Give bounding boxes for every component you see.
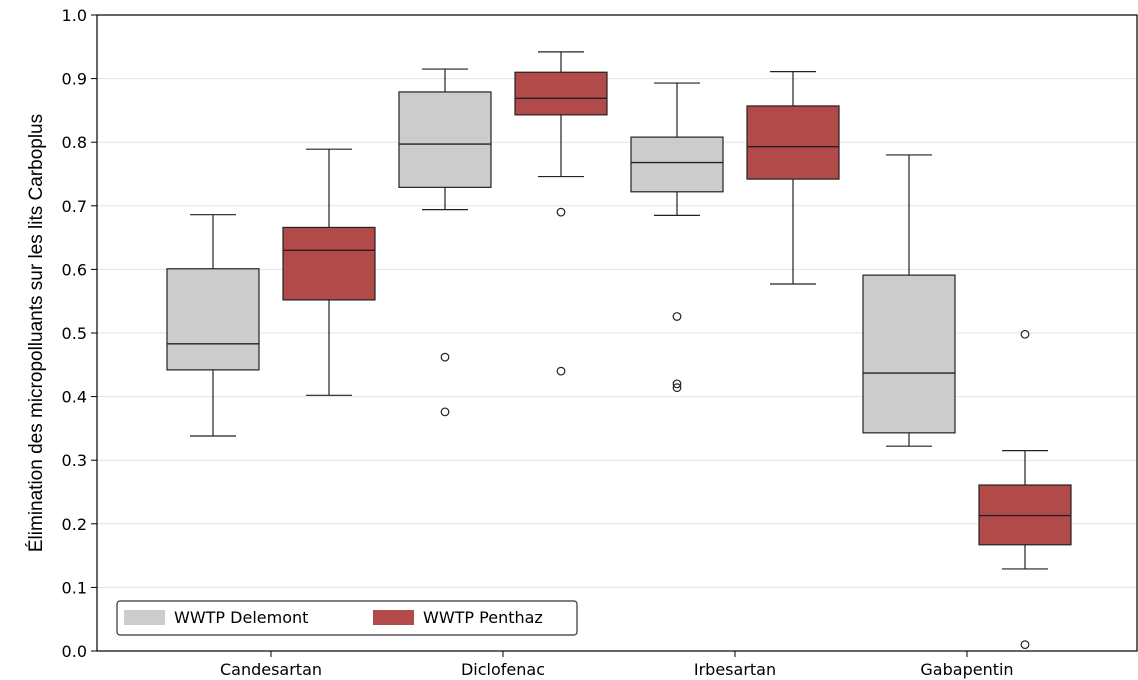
legend-swatch-penthaz — [373, 610, 414, 625]
outlier-point — [556, 207, 566, 217]
box-layer — [166, 51, 1072, 650]
legend: WWTP Delemont WWTP Penthaz — [116, 600, 578, 636]
y-tick-label: 0.6 — [62, 260, 87, 279]
y-tick-label: 0.0 — [62, 642, 87, 661]
y-tick-label: 0.4 — [62, 388, 87, 407]
y-tick-label: 0.5 — [62, 324, 87, 343]
box-group — [398, 68, 492, 417]
y-tick-label: 0.1 — [62, 578, 87, 597]
box-group — [282, 148, 376, 396]
outlier-point — [440, 352, 450, 362]
outlier-point — [672, 383, 682, 393]
legend-label-delemont: WWTP Delemont — [174, 608, 308, 627]
y-tick-label: 0.2 — [62, 515, 87, 534]
box-group — [746, 71, 840, 285]
box — [282, 226, 376, 301]
box-group — [978, 329, 1072, 650]
legend-label-penthaz: WWTP Penthaz — [423, 608, 543, 627]
y-tick-label: 0.9 — [62, 70, 87, 89]
box-group — [514, 51, 608, 376]
outlier-point — [672, 312, 682, 321]
box-group — [630, 82, 724, 393]
box — [746, 105, 840, 180]
outlier-point — [672, 379, 682, 389]
outlier-point — [1020, 640, 1030, 650]
y-tick-label: 0.8 — [62, 133, 87, 152]
box-group — [862, 154, 956, 447]
y-tick-label: 0.7 — [62, 197, 87, 216]
box — [630, 136, 724, 193]
y-tick-label: 0.3 — [62, 451, 87, 470]
axis-layer: 0.0 0.1 0.2 0.3 0.4 0.5 0.6 0.7 0.8 0.9 1.0 Candesa… — [62, 6, 1014, 679]
y-axis-title: Élimination des micropolluants sur les l… — [26, 114, 47, 552]
x-tick-label: Candesartan — [220, 660, 322, 679]
x-tick-label: Diclofenac — [461, 660, 545, 679]
legend-swatch-delemont — [124, 610, 165, 625]
box — [862, 274, 956, 434]
outlier-point — [1020, 329, 1030, 339]
box — [514, 71, 608, 116]
box — [398, 91, 492, 188]
outlier-point — [556, 366, 566, 376]
box — [166, 268, 260, 371]
x-tick-label: Irbesartan — [694, 660, 776, 679]
box-group — [166, 214, 260, 437]
x-tick-label: Gabapentin — [920, 660, 1013, 679]
y-tick-label: 1.0 — [62, 6, 87, 25]
outlier-point — [440, 407, 450, 417]
legend-frame — [116, 600, 578, 636]
